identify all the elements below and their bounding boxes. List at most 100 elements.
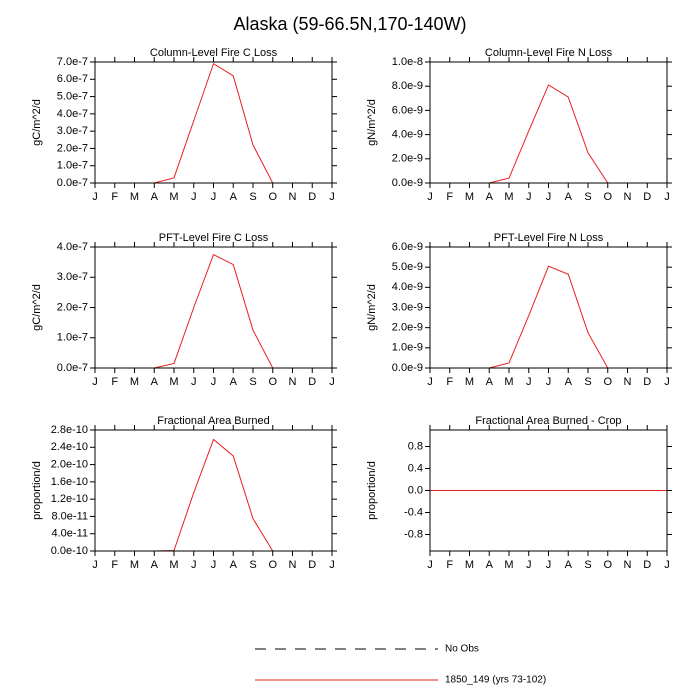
x-tick-label: D — [308, 191, 316, 203]
y-axis-label: gC/m^2/d — [31, 284, 43, 331]
y-tick-label: 1.0e-8 — [392, 56, 423, 68]
y-tick-label: 4.0e-7 — [57, 241, 88, 253]
x-tick-label: N — [624, 191, 632, 203]
x-tick-label: F — [446, 191, 453, 203]
y-tick-label: 4.0e-11 — [52, 528, 89, 540]
x-tick-label: O — [603, 376, 612, 388]
data-line — [95, 62, 332, 184]
x-tick-label: M — [130, 559, 139, 571]
y-axis-label: gN/m^2/d — [366, 284, 378, 331]
x-tick-label: J — [329, 559, 335, 571]
y-tick-label: 2.8e-10 — [51, 424, 88, 436]
x-tick-label: D — [643, 559, 651, 571]
y-tick-label: -0.8 — [404, 528, 423, 540]
x-tick-label: M — [169, 559, 178, 571]
y-tick-label: 6.0e-9 — [392, 241, 423, 253]
x-tick-label: M — [130, 376, 139, 388]
y-tick-label: 1.0e-7 — [57, 160, 88, 172]
y-tick-label: 3.0e-7 — [57, 125, 88, 137]
x-tick-label: M — [169, 376, 178, 388]
x-tick-label: J — [546, 191, 552, 203]
x-tick-label: J — [664, 191, 670, 203]
y-axis-label: gC/m^2/d — [31, 99, 43, 146]
y-tick-label: 2.0e-9 — [392, 322, 423, 334]
y-tick-label: 0.0e-9 — [392, 362, 423, 374]
x-tick-label: A — [486, 191, 494, 203]
x-tick-label: J — [427, 376, 433, 388]
panel-title: PFT-Level Fire C Loss — [159, 232, 269, 244]
x-tick-label: J — [526, 191, 532, 203]
x-tick-label: N — [289, 376, 297, 388]
y-tick-label: 7.0e-7 — [57, 56, 88, 68]
y-tick-label: 4.0e-7 — [57, 108, 88, 120]
x-tick-label: J — [92, 191, 98, 203]
x-tick-label: D — [308, 376, 316, 388]
y-tick-label: 8.0e-11 — [52, 510, 89, 522]
x-tick-label: D — [308, 559, 316, 571]
panel-title: Fractional Area Burned — [157, 415, 270, 427]
y-tick-label: 1.0e-7 — [57, 332, 88, 344]
panel-title: Column-Level Fire C Loss — [150, 47, 278, 59]
x-tick-label: D — [643, 376, 651, 388]
y-tick-label: 6.0e-9 — [392, 104, 423, 116]
x-tick-label: A — [151, 376, 159, 388]
x-tick-label: F — [446, 376, 453, 388]
data-line — [95, 253, 332, 369]
x-tick-label: F — [111, 191, 118, 203]
y-tick-label: 6.0e-7 — [57, 73, 88, 85]
x-tick-label: A — [486, 559, 494, 571]
plot-frame — [94, 246, 333, 369]
x-tick-label: M — [169, 191, 178, 203]
x-tick-label: S — [249, 559, 256, 571]
x-tick-label: N — [624, 376, 632, 388]
x-tick-label: J — [191, 376, 197, 388]
x-tick-label: M — [465, 191, 474, 203]
x-tick-label: J — [546, 376, 552, 388]
x-tick-label: A — [230, 376, 238, 388]
y-tick-label: 5.0e-9 — [392, 261, 423, 273]
x-tick-label: S — [584, 559, 591, 571]
y-tick-label: 2.0e-7 — [57, 142, 88, 154]
x-tick-label: J — [329, 191, 335, 203]
x-tick-label: O — [268, 191, 277, 203]
y-tick-label: 0.8 — [408, 440, 423, 452]
legend-label: 1850_149 (yrs 73-102) — [445, 675, 546, 686]
x-tick-label: A — [565, 191, 573, 203]
y-tick-label: 1.6e-10 — [51, 476, 88, 488]
plot-frame — [94, 61, 333, 184]
y-axis-label: gN/m^2/d — [366, 99, 378, 146]
x-tick-label: S — [584, 191, 591, 203]
x-tick-label: J — [427, 559, 433, 571]
y-tick-label: 3.0e-7 — [57, 271, 88, 283]
x-tick-label: A — [230, 559, 238, 571]
x-tick-label: F — [111, 376, 118, 388]
data-line — [430, 265, 667, 369]
x-tick-label: M — [130, 191, 139, 203]
plot-frame — [94, 429, 333, 552]
x-tick-label: J — [92, 376, 98, 388]
y-tick-label: 1.2e-10 — [51, 493, 88, 505]
x-tick-label: J — [191, 559, 197, 571]
y-tick-label: 0.0e-9 — [392, 177, 423, 189]
x-tick-label: A — [486, 376, 494, 388]
legend-label: No Obs — [445, 644, 479, 655]
x-tick-label: F — [446, 559, 453, 571]
x-tick-label: J — [211, 376, 217, 388]
x-tick-label: J — [427, 191, 433, 203]
y-tick-label: 5.0e-7 — [57, 90, 88, 102]
x-tick-label: A — [565, 376, 573, 388]
figure-title: Alaska (59-66.5N,170-140W) — [233, 14, 466, 34]
data-line — [95, 438, 332, 552]
x-tick-label: A — [151, 191, 159, 203]
x-tick-label: J — [329, 376, 335, 388]
y-tick-label: 8.0e-9 — [392, 80, 423, 92]
x-tick-label: F — [111, 559, 118, 571]
y-tick-label: 0.4 — [408, 462, 423, 474]
x-tick-label: N — [289, 191, 297, 203]
y-tick-label: 0.0 — [408, 484, 423, 496]
y-tick-label: 0.0e-7 — [57, 362, 88, 374]
x-tick-label: J — [92, 559, 98, 571]
x-tick-label: M — [504, 376, 513, 388]
plot-frame — [429, 246, 668, 369]
